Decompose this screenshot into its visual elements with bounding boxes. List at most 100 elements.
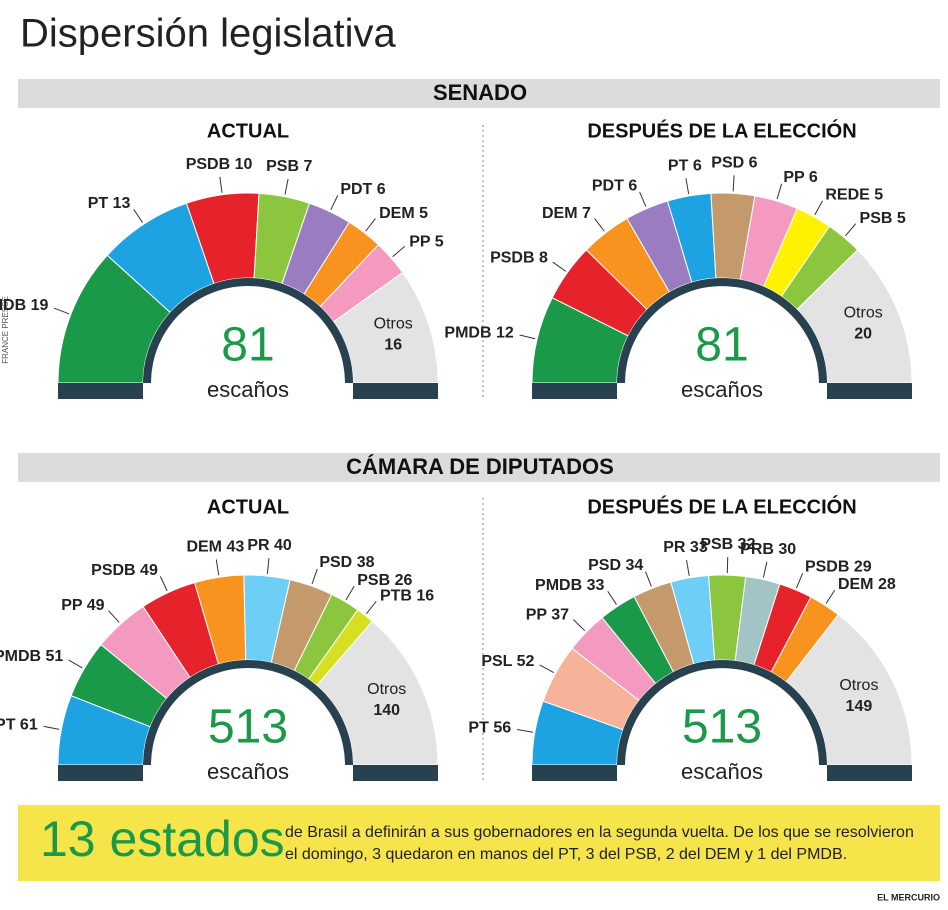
segment-label: PMDB (444, 325, 491, 342)
base-strip (532, 765, 617, 781)
segment-label: Otros (844, 305, 883, 322)
segment-label: Otros (367, 681, 406, 698)
segment-label-group: PP 6 (783, 169, 818, 186)
segment-value: 49 (140, 562, 158, 579)
segment-label-group: PP 37 (526, 607, 569, 624)
center-label: escaños (681, 377, 763, 402)
segment-label-group: PP 49 (61, 597, 104, 614)
segment-label: PMDB (0, 648, 41, 665)
segment-label: DEM (542, 205, 578, 222)
segment-label: REDE (825, 187, 870, 204)
segment-label: PSD (711, 155, 744, 172)
segment-label: PSB (266, 158, 299, 175)
segment-label: PP (783, 169, 805, 186)
base-strip (827, 383, 912, 399)
segment-value: 33 (690, 539, 708, 556)
segment-label: PSDB (186, 156, 230, 173)
segment-label-group: PR 33 (663, 539, 708, 556)
segment-label: PTB (380, 588, 412, 605)
leader-line (539, 664, 554, 674)
segment-value: 13 (113, 195, 131, 212)
segment-label: PSD (588, 557, 621, 574)
base-strip (532, 383, 617, 399)
leader-line (825, 589, 836, 604)
segment-label: PR (247, 537, 270, 554)
segment-value: 37 (551, 607, 569, 624)
segment-label-group: PMDB 51 (0, 648, 63, 665)
leader-line (365, 218, 376, 232)
base-strip (353, 765, 438, 781)
leader-line (845, 223, 857, 237)
leader-line (219, 176, 223, 193)
center-label: escaños (681, 759, 763, 784)
section-bar (18, 453, 940, 482)
segment-value: 20 (854, 326, 872, 343)
segment-label: DEM (379, 205, 415, 222)
segment-label: DEM (838, 576, 874, 593)
center-value: 513 (208, 701, 288, 754)
leader-line (552, 261, 567, 272)
segment-label: PT (0, 716, 16, 733)
banner-text: de Brasil a definirán a sus gobernadores… (285, 824, 914, 841)
leader-line (814, 200, 823, 216)
section-header: CÁMARA DE DIPUTADOS (346, 454, 614, 479)
segment-value: 16 (416, 588, 434, 605)
leader-line (573, 619, 586, 632)
chart-subtitle: DESPUÉS DE LA ELECCIÓN (587, 494, 856, 518)
base-strip (58, 765, 143, 781)
segment-value: 5 (874, 187, 883, 204)
segment-value: 140 (373, 702, 400, 719)
center-label: escaños (207, 377, 289, 402)
segment-label: PSDB (805, 559, 849, 576)
segment-value: 43 (226, 539, 244, 556)
segment-value: 6 (628, 178, 637, 195)
segment-label: DEM (186, 539, 222, 556)
segment-value: 12 (496, 325, 514, 342)
segment-value: 7 (582, 205, 591, 222)
leader-line (133, 208, 143, 223)
segment-label: PRB (740, 541, 774, 558)
leader-line (516, 729, 533, 733)
base-strip (58, 383, 143, 399)
segment-label: PT (88, 195, 109, 212)
segment-label: PSL (481, 653, 512, 670)
segment-value: 6 (693, 157, 702, 174)
segment-value: 51 (46, 648, 64, 665)
segment-label-group: PSD 34 (588, 557, 643, 574)
leader-line (795, 573, 804, 589)
segment-label-group: PSL 52 (481, 653, 534, 670)
segment-value: 5 (435, 234, 444, 251)
segment-label: PP (61, 597, 83, 614)
segment-label-group: DEM 5 (379, 205, 428, 222)
leader-line (392, 245, 406, 258)
leader-line (159, 576, 168, 592)
banner-headline: 13 estados (40, 811, 285, 867)
segment-label-group: PMDB 12 (444, 325, 513, 342)
leader-line (365, 600, 377, 615)
segment-value: 16 (384, 337, 402, 354)
segment-value: 61 (20, 716, 38, 733)
segment-label-group: PT 13 (88, 195, 131, 212)
segment-label: PSB (700, 536, 733, 553)
leader-line (594, 218, 605, 232)
segment-label-group: PSDB 8 (490, 250, 548, 267)
segment-value: 34 (625, 557, 643, 574)
segment-value: 28 (878, 576, 896, 593)
segment-label-group: PSB 5 (860, 210, 906, 227)
center-value: 81 (695, 319, 748, 372)
chart-subtitle: ACTUAL (207, 496, 289, 518)
segment-label: PMDB (535, 577, 582, 594)
segment-value: 40 (274, 537, 292, 554)
segment-label-group: PSB 32 (700, 536, 755, 553)
segment-label-group: PDT 6 (592, 178, 637, 195)
chart-subtitle: DESPUÉS DE LA ELECCIÓN (587, 118, 856, 142)
leader-line (732, 175, 735, 192)
segment-label-group: PSDB 10 (186, 156, 253, 173)
segment-label-group: PSD 38 (319, 554, 374, 571)
leader-line (266, 558, 270, 575)
segment-label-group: PSDB 49 (91, 562, 158, 579)
segment-label: PP (526, 607, 548, 624)
segment-label: PT (668, 157, 689, 174)
segment-value: 6 (749, 155, 758, 172)
